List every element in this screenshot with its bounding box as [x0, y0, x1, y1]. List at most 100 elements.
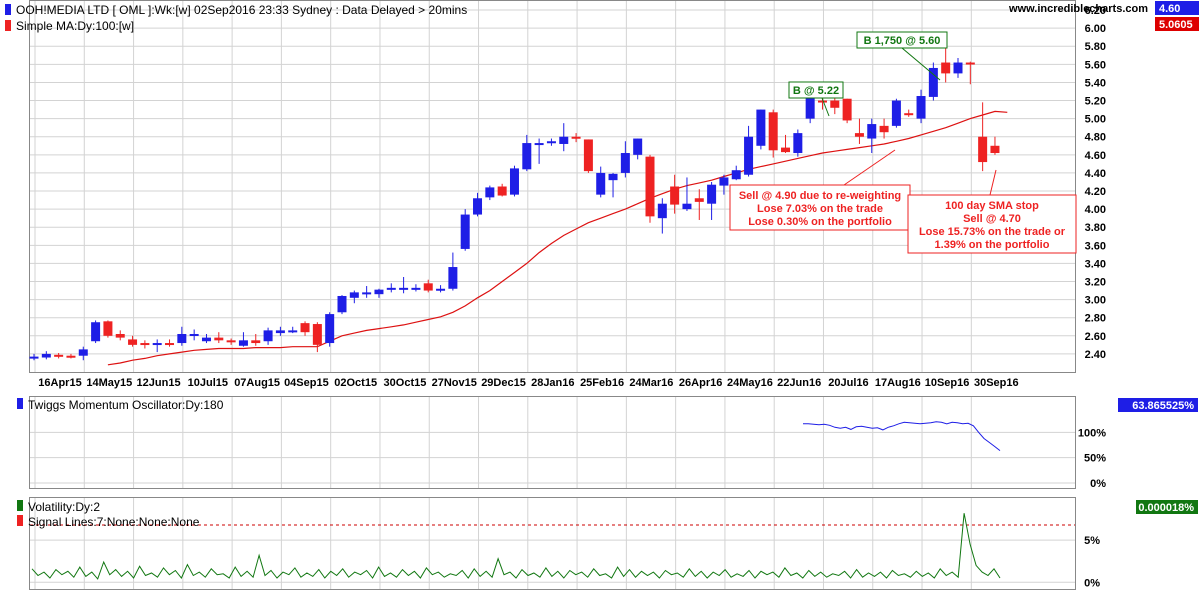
- candle-down: [768, 112, 778, 151]
- candle-up: [263, 330, 273, 342]
- candle-down: [497, 186, 507, 196]
- sell-annotation-2-text: Lose 15.73% on the trade or: [919, 226, 1066, 238]
- price-tick-label: 3.20: [1085, 277, 1106, 289]
- price-tick-label: 5.20: [1085, 96, 1106, 108]
- candle-down: [854, 133, 864, 137]
- candle-up: [546, 141, 556, 144]
- annotation-layer: B 1,750 @ 5.60 B @ 5.22 Sell @ 4.90 due to…: [729, 31, 1077, 254]
- candle-down: [214, 337, 224, 341]
- date-tick-label: 25Feb16: [580, 377, 624, 389]
- candle-down: [140, 343, 150, 346]
- candle-down: [879, 125, 889, 133]
- momentum-tick-label: 0%: [1090, 478, 1106, 490]
- chart-title: OOH!MEDIA LTD [ OML ]:Wk:[w] 02Sep2016 2…: [16, 3, 467, 17]
- candle-up: [485, 187, 495, 198]
- candle-up: [731, 170, 741, 180]
- candle-down: [904, 113, 914, 116]
- price-tick-label: 2.80: [1085, 313, 1106, 325]
- date-tick-label: 20Jul16: [828, 377, 868, 389]
- candle-down: [670, 186, 680, 205]
- candle-up: [41, 353, 51, 358]
- price-tick-label: 4.00: [1085, 204, 1106, 216]
- candle-down: [965, 62, 975, 65]
- candle-down: [583, 139, 593, 172]
- candle-down: [103, 321, 113, 336]
- momentum-title: Twiggs Momentum Oscillator:Dy:180: [28, 398, 224, 412]
- ma-legend-swatch: [5, 20, 11, 31]
- price-tick-label: 2.60: [1085, 331, 1106, 343]
- candle-up: [928, 67, 938, 97]
- ma-value-badge: [1155, 17, 1199, 31]
- candle-down: [842, 98, 852, 121]
- candle-down: [300, 323, 310, 333]
- candle-up: [238, 340, 248, 346]
- candle-up: [953, 62, 963, 74]
- price-tick-label: 5.00: [1085, 114, 1106, 126]
- sell-annotation-1-pointer: [843, 149, 896, 186]
- price-tick-label: 4.20: [1085, 186, 1106, 198]
- price-tick-label: 6.20: [1085, 5, 1106, 17]
- candle-down: [978, 136, 988, 163]
- price-tick-label: 4.40: [1085, 168, 1106, 180]
- candle-up: [744, 136, 754, 175]
- candle-down: [990, 145, 1000, 154]
- sell-annotation-2-box: [907, 194, 1077, 254]
- buy-annotation-2-box: [788, 81, 844, 99]
- volatility-panel-frame: [29, 497, 1076, 590]
- date-tick-label: 04Sep15: [284, 377, 329, 389]
- candle-down: [571, 136, 581, 139]
- candle-down: [312, 324, 322, 345]
- date-tick-label: 30Sep16: [974, 377, 1019, 389]
- date-tick-label: 14May15: [86, 377, 132, 389]
- momentum-value-badge: [1118, 398, 1198, 412]
- sell-annotation-1-text: Lose 7.03% on the trade: [757, 203, 883, 215]
- signal-legend-swatch: [17, 515, 23, 526]
- price-tick-label: 5.40: [1085, 77, 1106, 89]
- candle-down: [226, 340, 236, 343]
- indicator-layer: [30, 421, 1075, 580]
- candle-up: [275, 330, 285, 334]
- date-tick-label: 10Sep16: [925, 377, 970, 389]
- candle-up: [189, 333, 199, 336]
- sell-annotation-1-text: Sell @ 4.90 due to re-weighting: [739, 190, 901, 202]
- candle-up: [620, 153, 630, 173]
- momentum-line: [803, 421, 1001, 451]
- candle-down: [128, 339, 138, 345]
- candle-up: [891, 100, 901, 126]
- candle-up: [448, 267, 458, 289]
- buy-annotation-1-pointer: [901, 47, 941, 81]
- price-legend-swatch: [5, 4, 11, 15]
- candle-up: [325, 314, 335, 344]
- date-tick-label: 22Jun16: [777, 377, 821, 389]
- buy-annotation-2-text: B @ 5.22: [793, 85, 839, 97]
- date-tick-label: 30Oct15: [384, 377, 427, 389]
- date-tick-label: 02Oct15: [334, 377, 377, 389]
- candle-up: [411, 287, 421, 290]
- price-tick-label: 5.60: [1085, 59, 1106, 71]
- date-tick-label: 07Aug15: [234, 377, 280, 389]
- price-tick-label: 5.80: [1085, 41, 1106, 53]
- sell-annotation-2-text: 1.39% on the portfolio: [935, 239, 1050, 251]
- price-tick-label: 3.40: [1085, 258, 1106, 270]
- candle-up: [177, 333, 187, 344]
- candle-up: [374, 289, 384, 295]
- date-tick-label: 28Jan16: [531, 377, 574, 389]
- candle-up: [362, 292, 372, 295]
- candle-down: [251, 340, 261, 344]
- site-url[interactable]: www.incrediblecharts.com: [1008, 3, 1148, 15]
- volatility-tick-label: 5%: [1084, 535, 1100, 547]
- candle-down: [781, 147, 791, 153]
- candle-up: [399, 287, 409, 290]
- candle-up: [29, 356, 39, 359]
- candle-down: [54, 354, 64, 357]
- price-tick-label: 3.80: [1085, 222, 1106, 234]
- date-tick-label: 16Apr15: [38, 377, 81, 389]
- candle-up: [522, 143, 532, 170]
- price-tick-label: 3.60: [1085, 240, 1106, 252]
- sell-annotation-2-text: 100 day SMA stop: [945, 200, 1039, 212]
- candle-up: [793, 133, 803, 154]
- candle-down: [694, 198, 704, 202]
- volatility-tick-label: 0%: [1084, 577, 1100, 589]
- candle-up: [805, 88, 815, 119]
